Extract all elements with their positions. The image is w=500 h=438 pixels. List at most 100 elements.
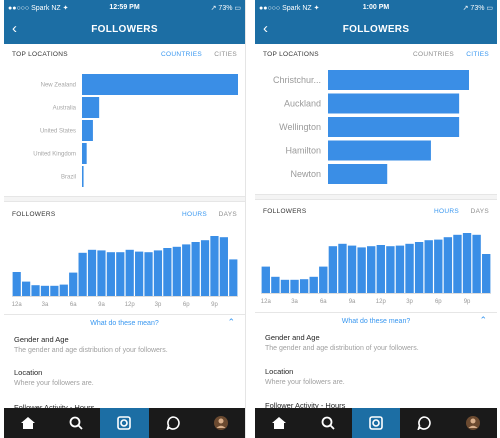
location-label: Australia [53, 106, 77, 112]
tab-activity[interactable] [149, 408, 197, 438]
hour-bar [219, 237, 228, 296]
hour-tick-label: 9p [211, 302, 218, 308]
hour-bar [97, 250, 106, 296]
location-bar [82, 97, 100, 118]
tab-search[interactable] [303, 408, 351, 438]
tab-camera[interactable] [100, 408, 149, 438]
top-locations-section: TOP LOCATIONS COUNTRIES CITIES New Zeala… [4, 44, 245, 194]
hour-bar [50, 285, 59, 296]
hour-bar [319, 266, 328, 293]
what-do-these-mean-link[interactable]: What do these mean? [90, 320, 159, 327]
what-do-these-mean-row[interactable]: What do these mean? ⌃ [4, 314, 245, 332]
hour-tick-label: 12p [376, 299, 387, 305]
hour-bar [229, 259, 238, 296]
location-bar [328, 140, 431, 161]
hour-bar [116, 252, 125, 296]
hour-tick-label: 6a [320, 299, 327, 305]
days-toggle[interactable]: DAYS [470, 208, 489, 215]
hour-bar [405, 243, 414, 293]
hour-bar [172, 246, 181, 296]
hour-bar [280, 279, 290, 293]
back-chevron-icon[interactable]: ‹ [12, 20, 17, 37]
top-locations-title: TOP LOCATIONS [263, 51, 319, 58]
hour-tick-label: 12p [125, 302, 136, 308]
chevron-up-icon[interactable]: ⌃ [479, 315, 487, 325]
tab-search[interactable] [52, 408, 100, 438]
followers-title: FOLLOWERS [12, 211, 56, 218]
hour-tick-label: 3a [291, 299, 298, 305]
location-label: Auckland [284, 99, 321, 109]
follower-activity-title: Follower Activity - Hours [14, 403, 94, 412]
top-locations-section: TOP LOCATIONS COUNTRIES CITIES Christchu… [255, 44, 497, 194]
followers-section: FOLLOWERS HOURS DAYS 12a 3a 6a 9a 12p 3p 6p 9p [4, 204, 245, 310]
hour-tick-label: 9a [349, 299, 356, 305]
location-label: Hamilton [285, 146, 321, 156]
what-do-these-mean-link[interactable]: What do these mean? [341, 318, 411, 325]
profile-icon [465, 416, 480, 430]
location-label: Christchur... [273, 75, 321, 85]
hours-toggle[interactable]: HOURS [182, 211, 207, 218]
chevron-up-icon[interactable]: ⌃ [227, 317, 235, 327]
location-label: Brazil [61, 175, 76, 181]
tab-profile[interactable] [197, 408, 245, 438]
location-label: Wellington [279, 122, 321, 132]
clock-label: 1:00 PM [362, 4, 390, 11]
tab-bar [4, 408, 245, 438]
hour-tick-label: 6a [70, 302, 77, 308]
section-divider [4, 196, 245, 202]
tab-camera[interactable] [351, 408, 401, 438]
hour-tick-label: 12a [261, 299, 272, 305]
carrier-label: ●●○○○ Spark NZ ✦ [259, 5, 320, 12]
countries-toggle[interactable]: COUNTRIES [161, 51, 202, 58]
hour-bar [144, 252, 153, 296]
hour-bar [309, 276, 318, 293]
hour-bar [472, 234, 481, 293]
followers-title: FOLLOWERS [263, 208, 307, 215]
tab-profile[interactable] [449, 408, 497, 438]
location-label: Newton [290, 169, 321, 179]
location-description: Where your followers are. [265, 379, 345, 386]
hour-bar [376, 245, 385, 293]
top-locations-chart: New Zealand Australia United States United … [33, 74, 238, 187]
carrier-label: ●●○○○ Spark NZ ✦ [8, 5, 69, 12]
days-toggle[interactable]: DAYS [218, 211, 237, 218]
hour-bar [453, 234, 462, 293]
battery-label: ↗ 73% ▭ [462, 5, 493, 12]
hour-bar [87, 249, 97, 296]
top-locations-chart: Christchur... Auckland Wellington Hamilton N… [273, 70, 469, 184]
hours-toggle[interactable]: HOURS [434, 208, 459, 215]
what-do-these-mean-row[interactable]: What do these mean? ⌃ [255, 312, 497, 330]
location-title: Location [14, 368, 43, 377]
hour-bar [462, 233, 472, 293]
hour-bar [153, 250, 163, 296]
hour-bar [78, 252, 87, 296]
countries-toggle[interactable]: COUNTRIES [413, 51, 454, 58]
hour-bar [106, 252, 115, 296]
cities-toggle[interactable]: CITIES [466, 51, 489, 58]
gender-age-title: Gender and Age [14, 335, 69, 344]
tab-home[interactable] [255, 408, 303, 438]
battery-label: ↗ 73% ▭ [210, 5, 241, 12]
hour-bar [22, 281, 31, 296]
section-divider [255, 194, 497, 200]
page-title: FOLLOWERS [342, 24, 410, 35]
tab-home[interactable] [4, 408, 52, 438]
tab-activity[interactable] [400, 408, 448, 438]
activity-icon [417, 416, 432, 430]
top-locations-title: TOP LOCATIONS [12, 51, 68, 58]
hour-bar [59, 284, 68, 296]
cities-toggle[interactable]: CITIES [214, 51, 237, 58]
nav-bar: ‹ FOLLOWERS [255, 16, 497, 44]
hour-bar [125, 249, 134, 296]
hour-bar [40, 285, 50, 296]
location-bar [82, 166, 84, 187]
home-icon [21, 417, 36, 429]
hour-bar [12, 272, 21, 296]
activity-icon [166, 416, 180, 430]
back-chevron-icon[interactable]: ‹ [263, 20, 268, 37]
camera-icon [117, 416, 132, 430]
hour-tick-label: 9p [464, 299, 471, 305]
hour-bar [357, 247, 366, 293]
location-title: Location [265, 367, 294, 376]
page-title: FOLLOWERS [91, 24, 158, 35]
